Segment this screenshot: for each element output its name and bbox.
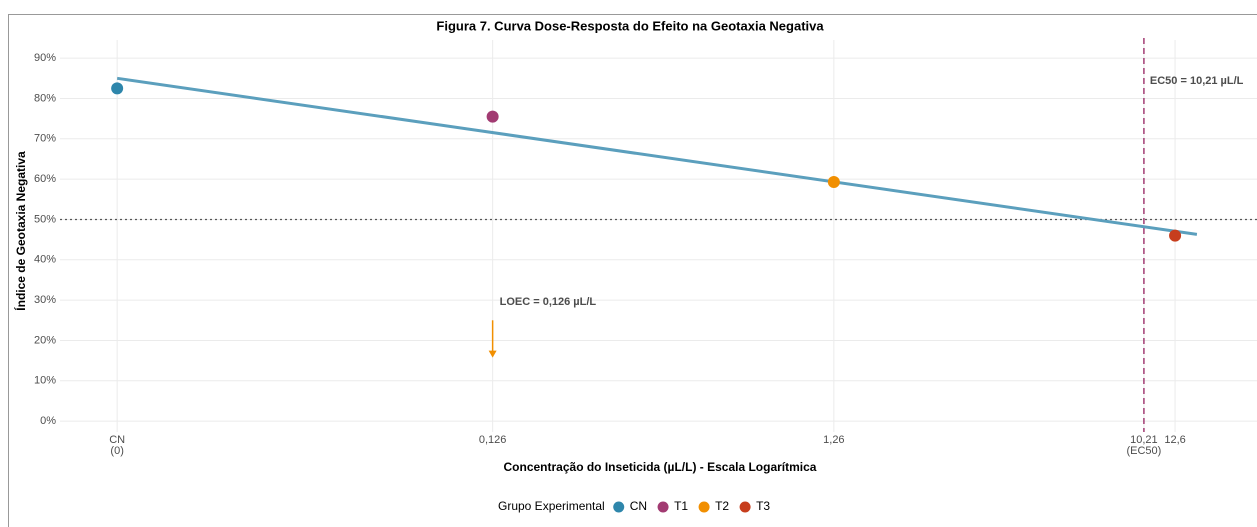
legend-title: Grupo Experimental (498, 499, 605, 513)
y-tick-label: 40% (34, 254, 56, 266)
chart-frame (8, 14, 1257, 527)
legend-label: T3 (756, 499, 770, 513)
x-tick-label: 10,21 (1130, 434, 1158, 446)
x-axis-title: Concentração do Inseticida (µL/L) - Esca… (504, 460, 817, 474)
point (1169, 229, 1182, 242)
x-tick-label: 1,26 (823, 434, 844, 446)
loec-label: LOEC = 0,126 µL/L (500, 296, 597, 308)
ec50-label: EC50 = 10,21 µL/L (1150, 75, 1244, 87)
x-tick-label: 0,126 (479, 434, 507, 446)
y-axis-title: Índice de Geotaxia Negativa (13, 151, 28, 311)
y-tick-label: 10% (34, 375, 56, 387)
y-tick-label: 50% (34, 213, 56, 225)
y-tick-label: 0% (40, 415, 56, 427)
legend-swatch (698, 501, 710, 513)
y-tick-label: 80% (34, 92, 56, 104)
legend-label: T1 (674, 499, 688, 513)
fit-line (116, 76, 1198, 236)
loec-arrow-head (488, 350, 497, 358)
y-tick-label: 20% (34, 334, 56, 346)
point (111, 82, 124, 95)
x-tick-label: (EC50) (1126, 445, 1161, 457)
y-tick-label: 90% (34, 52, 56, 64)
legend-label: CN (630, 499, 647, 513)
legend-swatch (613, 501, 625, 513)
legend-swatch (657, 501, 669, 513)
point (827, 175, 840, 188)
point (486, 110, 499, 123)
x-tick-label: 12,6 (1164, 434, 1185, 446)
x-tick-label: CN (109, 434, 125, 446)
y-tick-label: 70% (34, 133, 56, 145)
x-tick-label: (0) (110, 445, 123, 457)
y-tick-label: 30% (34, 294, 56, 306)
legend-swatch (739, 501, 751, 513)
y-tick-label: 60% (34, 173, 56, 185)
legend-label: T2 (715, 499, 729, 513)
chart-title: Figura 7. Curva Dose-Resposta do Efeito … (436, 18, 824, 33)
